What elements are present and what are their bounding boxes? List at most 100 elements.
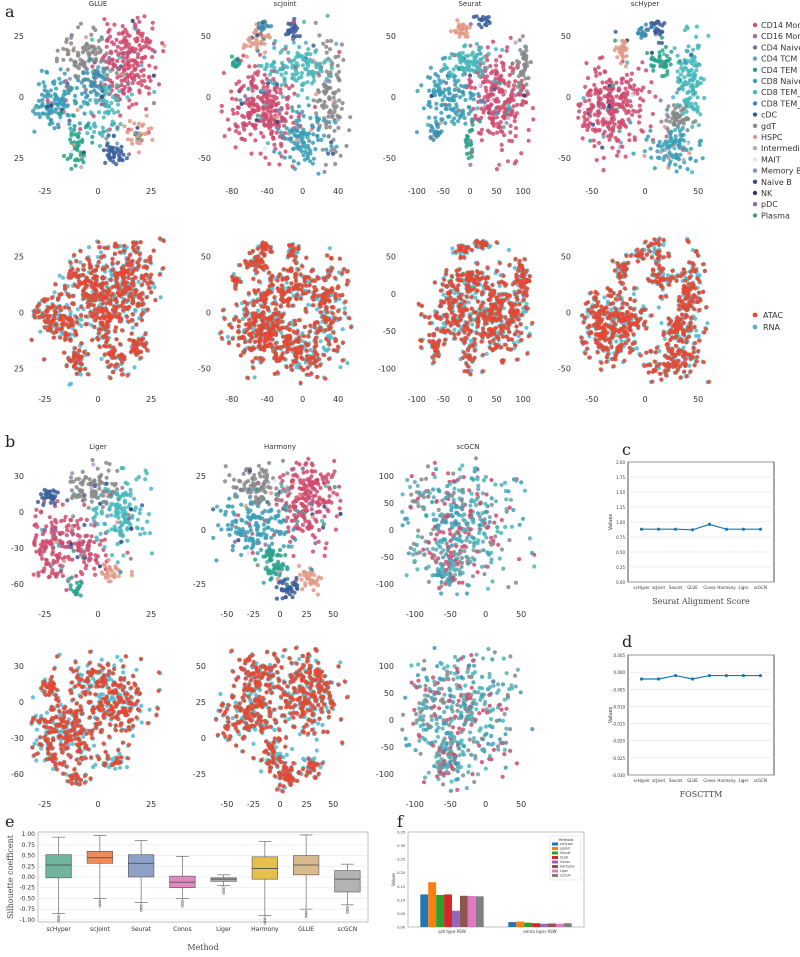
chart-d-xtick: Seurat	[669, 778, 683, 783]
legend-marker	[752, 312, 758, 318]
b-top-1-xtick: 25	[302, 610, 312, 619]
chart-c-xtick: scHyper	[633, 585, 650, 590]
chart-f-ylabel: Values	[391, 873, 396, 886]
chart-c-ytick: 2.00	[616, 460, 625, 465]
chart-c-xtick: scJoint	[652, 585, 666, 590]
chart-e-ytick: 1.00	[22, 831, 36, 838]
chart-e-outlier	[181, 903, 184, 907]
chart-e-box	[251, 856, 278, 880]
legend-marker	[752, 179, 758, 184]
chart-e-ytick: -0.50	[19, 895, 35, 902]
a-top-3-ytick: 0	[566, 93, 571, 102]
a-bottom-0-xtick: 25	[146, 395, 156, 404]
b-bottom-0-ytick: 0	[19, 698, 24, 707]
b-top-2-ytick: -100	[376, 580, 394, 589]
legend-label: Naive B	[761, 178, 792, 187]
a-bottom-0-xtick: 0	[95, 395, 100, 404]
b-bottom-0-xtick: -25	[38, 800, 51, 809]
b-bottom-1-ytick: -25	[193, 770, 206, 779]
chart-f-bar	[547, 923, 556, 927]
chart-d-point	[639, 677, 644, 681]
chart-e-outlier	[181, 902, 184, 905]
chart-e-outlier	[98, 900, 102, 904]
a-top-1-xtick: -40	[261, 187, 274, 196]
chart-c-ytick: 1.00	[616, 520, 625, 525]
a-top-2-ytick: -50	[383, 154, 396, 163]
legend-label: cDC	[761, 111, 778, 120]
b-top-2-title: scGCN	[456, 443, 479, 451]
chart-e-outlier	[263, 916, 267, 919]
a-top-scatter-2: -100 -50 0 50 100 50 0 -50 Seurat	[383, 0, 536, 196]
a-bottom-3-xtick: 0	[642, 395, 647, 404]
b-top-1-ytick: 25	[196, 472, 206, 481]
chart-e-xtick: Conos	[173, 926, 191, 933]
chart-d-ytick: 0.005	[614, 653, 626, 658]
chart-c-point	[741, 527, 746, 531]
b-bottom-1-xtick: -25	[247, 800, 260, 809]
chart-d-ytick: 0.000	[614, 670, 626, 675]
a-bottom-1-ytick: -50	[198, 364, 211, 373]
chart-f-ytick: 0.25	[397, 858, 405, 862]
chart-f-ytick: 0.30	[397, 844, 405, 848]
a-bottom-2-xtick: 50	[492, 395, 502, 404]
b-bottom-2-xtick: -50	[444, 800, 457, 809]
a-top-2-title: Seurat	[458, 0, 481, 8]
legend-marker	[552, 856, 558, 859]
a-bottom-scatter-0: -25 0 25 25 0 25	[14, 236, 166, 404]
chart-e-ytick: 0.25	[22, 863, 36, 870]
legend-marker	[752, 202, 758, 207]
chart-c-ytick: 0.75	[616, 535, 625, 540]
chart-e-outlier	[181, 900, 184, 904]
legend-marker	[552, 860, 558, 864]
chart-e-outlier	[304, 912, 308, 916]
legend-label: gdT	[761, 122, 776, 131]
chart-f-legend-label: Seurat	[560, 851, 571, 855]
chart-c-xlabel: Seurat Alignment Score	[652, 597, 750, 606]
a-top-0-ytick: 0	[19, 93, 24, 102]
legend-label: CD8 TEM_2	[761, 99, 800, 108]
b-top-scatter-2-points	[400, 456, 537, 597]
b-top-scatter-0-points	[31, 457, 154, 598]
chart-f-bar	[475, 896, 484, 927]
chart-e-outlier	[57, 918, 60, 922]
chart-e-outlier	[263, 917, 267, 921]
chart-d-ytick: -0.030	[612, 773, 625, 778]
legend-marker	[752, 168, 758, 173]
legend-label: CD14 Mono	[761, 21, 800, 30]
b-bottom-scatter-1-points	[213, 645, 351, 794]
b-top-scatter-1: -50 -25 0 25 50 25 0 -25 Harmony	[193, 443, 343, 619]
chart-d-ytick: -0.025	[612, 756, 625, 761]
a-bottom-3-xtick: 50	[693, 395, 703, 404]
a-bottom-1-xtick: 0	[300, 395, 305, 404]
legend-marker	[752, 56, 758, 61]
legend-marker	[752, 34, 758, 39]
b-top-0-xtick: -25	[38, 610, 51, 619]
a-top-scatter-3-points	[576, 19, 711, 175]
chart-e-outlier	[346, 910, 349, 913]
a-top-2-xtick: -50	[437, 187, 450, 196]
legend-marker	[552, 874, 558, 877]
b-bottom-1-ytick: 50	[196, 662, 206, 671]
chart-c-point	[690, 528, 695, 532]
chart-d-frame	[627, 654, 775, 776]
a-bottom-2-ytick: -100	[378, 364, 396, 373]
panel-letter-d: d	[622, 632, 633, 651]
legend-marker	[552, 847, 558, 850]
chart-d-point	[690, 677, 695, 681]
b-top-1-xtick: 50	[328, 610, 338, 619]
a-top-1-ytick: 0	[206, 93, 211, 102]
chart-e-outlier	[57, 920, 60, 923]
a-top-scatter-2-points	[414, 14, 536, 172]
a-bottom-1-xtick: 40	[333, 395, 343, 404]
chart-e-outlier	[263, 920, 267, 924]
chart-e-outlier	[346, 905, 349, 909]
chart-e-outlier	[222, 890, 225, 894]
legend-marker	[752, 78, 758, 84]
a-top-3-title: scHyper	[631, 0, 660, 8]
chart-e-outlier	[181, 899, 184, 902]
chart-f-bar	[459, 895, 468, 927]
chart-d-xtick: Harmony	[717, 778, 736, 783]
chart-c-ylabel: Values	[608, 513, 614, 530]
chart-f-ytick: 0.35	[397, 831, 405, 835]
chart-c-point	[673, 527, 678, 531]
